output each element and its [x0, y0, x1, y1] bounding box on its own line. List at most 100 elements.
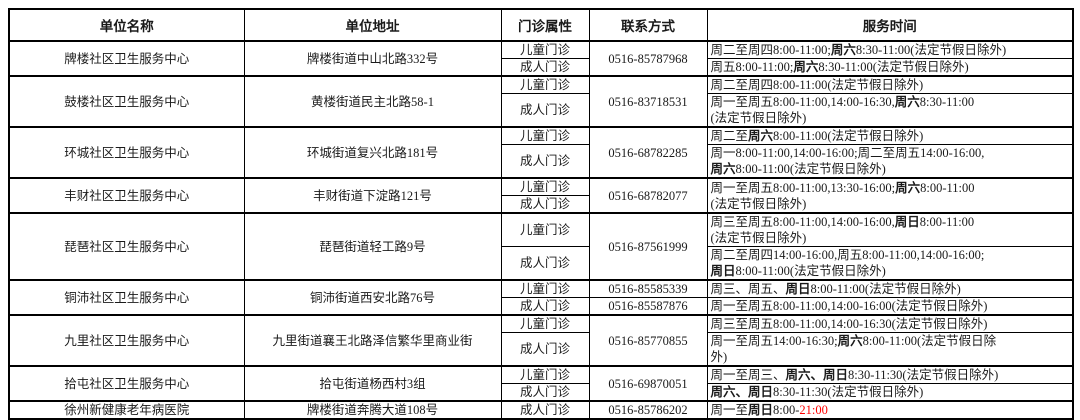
clinic-type-cell: 成人门诊 — [500, 332, 590, 367]
unit-address-cell: 琵琶街道轻工路9号 — [243, 212, 502, 281]
time-segment: 周二至周四14:00-16:00,周五8:00-11:00,14:00-16:0… — [710, 248, 985, 262]
clinic-type-cell: 成人门诊 — [500, 400, 590, 420]
phone-cell: 0516-85585339 — [588, 279, 708, 298]
table-row: 成人门诊 周一8:00-11:00,14:00-16:00;周二至周五14:00-… — [9, 144, 1074, 179]
clinic-type-cell: 儿童门诊 — [500, 75, 590, 94]
column-header-unit-address: 单位地址 — [243, 8, 502, 42]
clinic-type-cell: 成人门诊 — [500, 246, 590, 281]
time-segment: 8:00-11:00(法定节假日除外) — [810, 282, 961, 296]
table-row: 徐州新健康老年病医院 牌楼街道奔腾大道108号 成人门诊 0516-85786202 周… — [8, 400, 1074, 420]
service-time-cell: 周三、周五、周日8:00-11:00(法定节假日除外) — [706, 279, 1074, 298]
phone-cell: 0516-85787968 — [588, 40, 708, 77]
table-row: 琵琶社区卫生服务中心 琵琶街道轻工路9号 儿童门诊 0516-87561999 周三至周… — [8, 212, 1074, 281]
phone-cell: 0516-85786202 — [588, 400, 708, 420]
column-header-service-hours: 服务时间 — [706, 8, 1074, 42]
time-segment: 周六 — [830, 43, 856, 57]
time-segment: 周一至周五8:00-11:00,14:00-16:00(法定节假日除外) — [710, 299, 988, 313]
unit-name-cell: 徐州新健康老年病医院 — [8, 400, 245, 420]
unit-address-cell: 丰财街道下淀路121号 — [243, 177, 502, 214]
time-segment: (法定节假日除外) — [710, 196, 807, 211]
service-time-cell: 周一至周五8:00-11:00,14:00-16:30,周六8:30-11:00… — [706, 93, 1074, 128]
time-segment: 周一8:00-11:00,14:00-16:00;周二至周五14:00-16:0… — [710, 146, 985, 160]
unit-name-cell: 琵琶社区卫生服务中心 — [8, 212, 245, 281]
time-segment: 周日 — [710, 264, 736, 278]
service-time-cell: 周六、周日8:30-11:30(法定节假日除外) — [706, 383, 1074, 402]
unit-name-cell: 九里社区卫生服务中心 — [8, 314, 245, 367]
time-segment: 8:00-11:00(法定节假日除 — [862, 334, 997, 348]
clinic-type-cell: 儿童门诊 — [500, 279, 590, 298]
phone-cell: 0516-68782077 — [588, 177, 708, 214]
unit-name-cell: 丰财社区卫生服务中心 — [8, 177, 245, 214]
unit-address-cell: 铜沛街道西安北路76号 — [243, 279, 502, 316]
time-segment: 8:00- — [773, 403, 800, 417]
service-time-cell: 周五8:00-11:00;周六8:30-11:00(法定节假日除外) — [706, 58, 1074, 77]
time-segment: 周二至 — [710, 129, 749, 143]
clinic-type-cell: 成人门诊 — [500, 297, 590, 316]
time-segment: 周日 — [894, 215, 920, 229]
unit-address-cell: 牌楼街道奔腾大道108号 — [243, 400, 502, 420]
time-segment: 8:00-11:00(法定节假日除外) — [773, 129, 924, 143]
time-segment: 8:00-11:00 — [920, 180, 975, 195]
clinic-type-cell: 成人门诊 — [500, 93, 590, 128]
time-segment: 周三至周五8:00-11:00,14:00-16:30(法定节假日除外) — [710, 317, 988, 331]
service-time-cell: 周三至周五8:00-11:00,14:00-16:00,周日8:00-11:00… — [706, 212, 1074, 247]
phone-cell: 0516-83718531 — [588, 75, 708, 128]
phone-cell: 0516-85587876 — [588, 297, 708, 316]
time-segment: 周日 — [748, 403, 774, 417]
phone-cell: 0516-69870051 — [588, 365, 708, 402]
time-segment: 周六 — [894, 95, 920, 109]
unit-address-cell: 黄楼街道民主北路58-1 — [243, 75, 502, 128]
time-segment: 8:30-11:00(法定节假日除外) — [818, 60, 969, 74]
clinic-type-cell: 儿童门诊 — [500, 365, 590, 384]
time-segment: 周一至周三、 — [710, 368, 786, 382]
service-time-cell: 周一至周三、周六、周日8:30-11:30(法定节假日除外) — [706, 365, 1074, 384]
service-time-cell: 周一至周五8:00-11:00,13:30-16:00;周六8:00-11:00… — [706, 177, 1074, 214]
time-segment: 周六 — [793, 60, 819, 74]
table-row: 成人门诊 0516-85587876 周一至周五8:00-11:00,14:00-1… — [9, 297, 1074, 316]
unit-address-cell: 拾屯街道杨西村3组 — [243, 365, 502, 402]
time-segment: 周六、周日 — [710, 385, 774, 399]
time-segment: 8:30-11:00 — [919, 95, 975, 109]
time-segment: 周五8:00-11:00; — [710, 60, 794, 74]
header-row: 单位名称 单位地址 门诊属性 联系方式 服务时间 — [8, 8, 1074, 42]
table-row: 九里社区卫生服务中心 九里街道襄王北路泽信繁华里商业街 儿童门诊 0516-85770… — [8, 314, 1074, 367]
column-header-unit-name: 单位名称 — [8, 8, 245, 42]
time-segment: 周三、周五、 — [710, 282, 786, 296]
clinic-type-cell: 儿童门诊 — [500, 314, 590, 333]
service-time-cell: 周二至周四8:00-11:00(法定节假日除外) — [706, 75, 1074, 94]
time-segment: 周六 — [748, 129, 774, 143]
time-segment: 周一至 — [710, 403, 749, 417]
time-segment: 周六 — [710, 162, 736, 176]
time-segment: 周六、周日 — [785, 368, 849, 382]
unit-address-cell: 九里街道襄王北路泽信繁华里商业街 — [243, 314, 502, 367]
time-segment: 外) — [710, 350, 728, 364]
time-segment: 8:30-11:30(法定节假日除外) — [848, 368, 999, 382]
service-time-cell: 周一8:00-11:00,14:00-16:00;周二至周五14:00-16:0… — [706, 144, 1074, 179]
unit-name-cell: 拾屯社区卫生服务中心 — [8, 365, 245, 402]
unit-name-cell: 铜沛社区卫生服务中心 — [8, 279, 245, 316]
phone-cell: 0516-85770855 — [588, 314, 708, 367]
time-segment: 8:00-11:00(法定节假日除外) — [735, 264, 886, 278]
time-segment: 8:00-11:00 — [919, 215, 975, 229]
column-header-clinic-type: 门诊属性 — [500, 8, 590, 42]
table-row: 鼓楼社区卫生服务中心 黄楼街道民主北路58-1 儿童门诊 0516-83718531 周… — [8, 75, 1074, 128]
clinic-type-cell: 儿童门诊 — [500, 212, 590, 247]
clinic-type-cell: 成人门诊 — [500, 195, 590, 214]
column-header-contact: 联系方式 — [588, 8, 708, 42]
clinic-type-cell: 儿童门诊 — [500, 177, 590, 196]
clinic-type-cell: 儿童门诊 — [500, 126, 590, 145]
time-segment: 周六 — [895, 180, 921, 195]
table-row: 丰财社区卫生服务中心 丰财街道下淀路121号 儿童门诊 0516-68782077 周一… — [8, 177, 1074, 214]
time-segment: 周二至周四8:00-11:00(法定节假日除外) — [710, 78, 924, 92]
service-time-cell: 周二至周四14:00-16:00,周五8:00-11:00,14:00-16:0… — [706, 246, 1074, 281]
unit-name-cell: 鼓楼社区卫生服务中心 — [8, 75, 245, 128]
time-segment: 周三至周五8:00-11:00,14:00-16:00, — [710, 215, 895, 229]
service-time-cell: 周二至周四8:00-11:00;周六8:30-11:00(法定节假日除外) — [706, 40, 1074, 59]
time-segment: (法定节假日除外) — [710, 231, 807, 245]
time-segment: 周日 — [785, 282, 811, 296]
service-time-cell: 周三至周五8:00-11:00,14:00-16:30(法定节假日除外) — [706, 314, 1074, 333]
time-segment: 周一至周五14:00-16:30; — [710, 334, 838, 348]
table-body: 牌楼社区卫生服务中心 牌楼街道中山北路332号 儿童门诊 0516-85787968 周… — [8, 40, 1074, 420]
clinic-type-cell: 成人门诊 — [500, 383, 590, 402]
time-segment: 周二至周四8:00-11:00; — [710, 43, 831, 57]
